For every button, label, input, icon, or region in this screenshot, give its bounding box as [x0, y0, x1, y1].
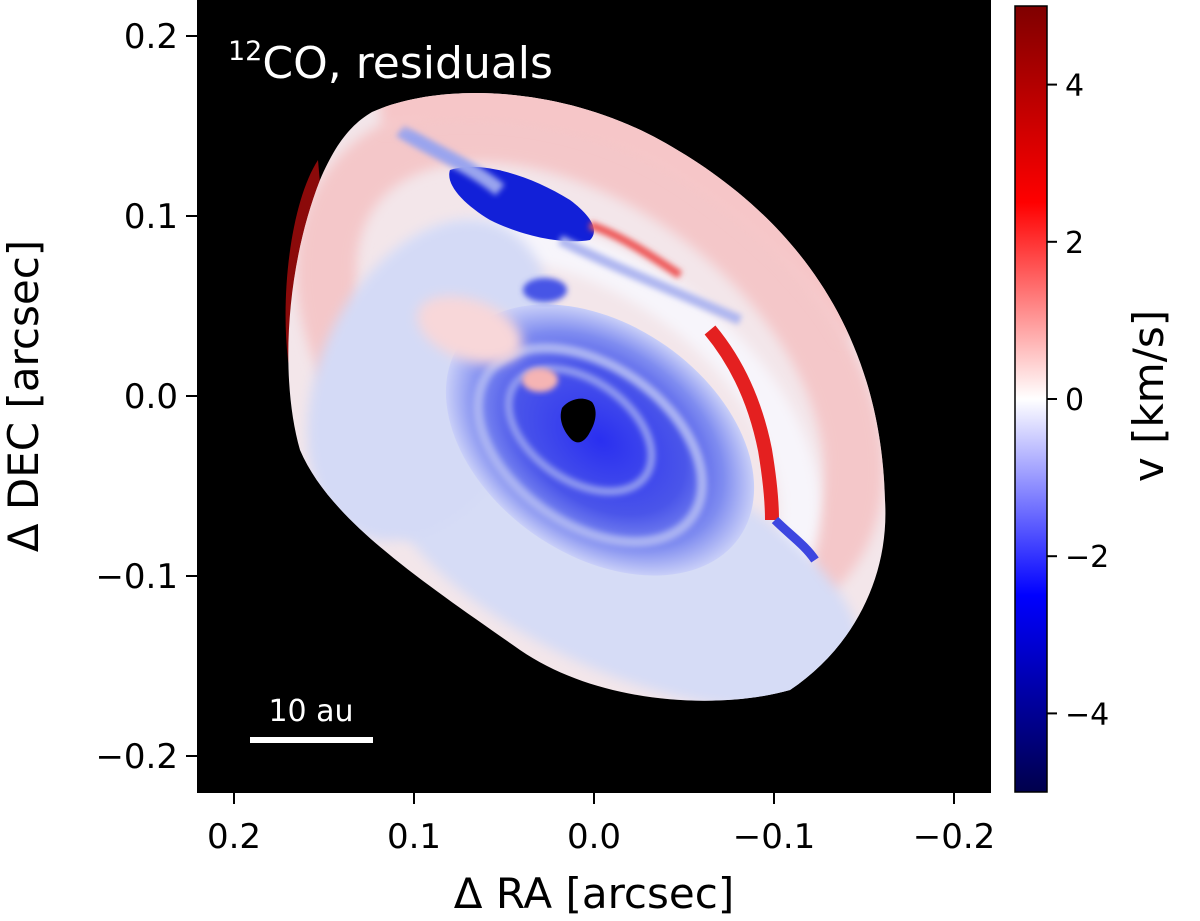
colorbar-tick-label: 0	[1065, 383, 1084, 418]
upper-blue-blob	[523, 278, 567, 302]
y-tick-label: 0.1	[124, 197, 178, 237]
central-hole	[560, 398, 596, 443]
chart-title-superscript: 12	[228, 36, 262, 67]
y-axis: 0.2 0.1 0.0 −0.1 −0.2	[95, 17, 198, 777]
colorbar: 4 2 0 −2 −4	[1014, 5, 1109, 793]
x-axis: 0.2 0.1 0.0 −0.1 −0.2	[207, 792, 995, 857]
spiral-arm-light-2	[504, 364, 656, 496]
colorbar-gradient	[1014, 5, 1048, 793]
y-tick-label: 0.0	[124, 377, 178, 417]
scale-bar-label: 10 au	[268, 694, 353, 729]
colorbar-tick-label: 2	[1065, 226, 1084, 261]
x-tick-label: −0.1	[733, 817, 816, 857]
colorbar-ticks: 4 2 0 −2 −4	[1047, 69, 1109, 732]
colorbar-label: v [km/s]	[1124, 310, 1173, 482]
spiral-arm-light-1	[472, 342, 708, 548]
plot-area: 12CO, residuals 10 au	[197, 0, 991, 793]
northeast-blue-arc-tail	[396, 124, 505, 196]
inner-pink-blob	[522, 368, 558, 392]
west-red-arc-upper	[588, 221, 683, 279]
y-tick-label: −0.2	[95, 737, 178, 777]
pink-patch	[417, 296, 523, 364]
west-blue-fragment	[771, 516, 819, 563]
chart-title: 12CO, residuals	[228, 36, 553, 89]
x-tick-label: 0.1	[387, 817, 441, 857]
chart-title-main: CO, residuals	[262, 38, 553, 89]
y-tick-label: 0.2	[124, 17, 178, 57]
blue-streak-middle	[557, 235, 743, 325]
y-axis-label: Δ DEC [arcsec]	[0, 240, 48, 552]
colorbar-tick-label: −4	[1065, 697, 1109, 732]
x-axis-label: Δ RA [arcsec]	[454, 869, 734, 918]
x-tick-label: 0.0	[567, 817, 621, 857]
x-tick-label: 0.2	[207, 817, 261, 857]
y-tick-label: −0.1	[95, 557, 178, 597]
x-tick-label: −0.2	[913, 817, 996, 857]
colorbar-tick-label: −2	[1065, 540, 1109, 575]
colorbar-tick-label: 4	[1065, 69, 1084, 104]
west-red-arc	[704, 325, 779, 521]
